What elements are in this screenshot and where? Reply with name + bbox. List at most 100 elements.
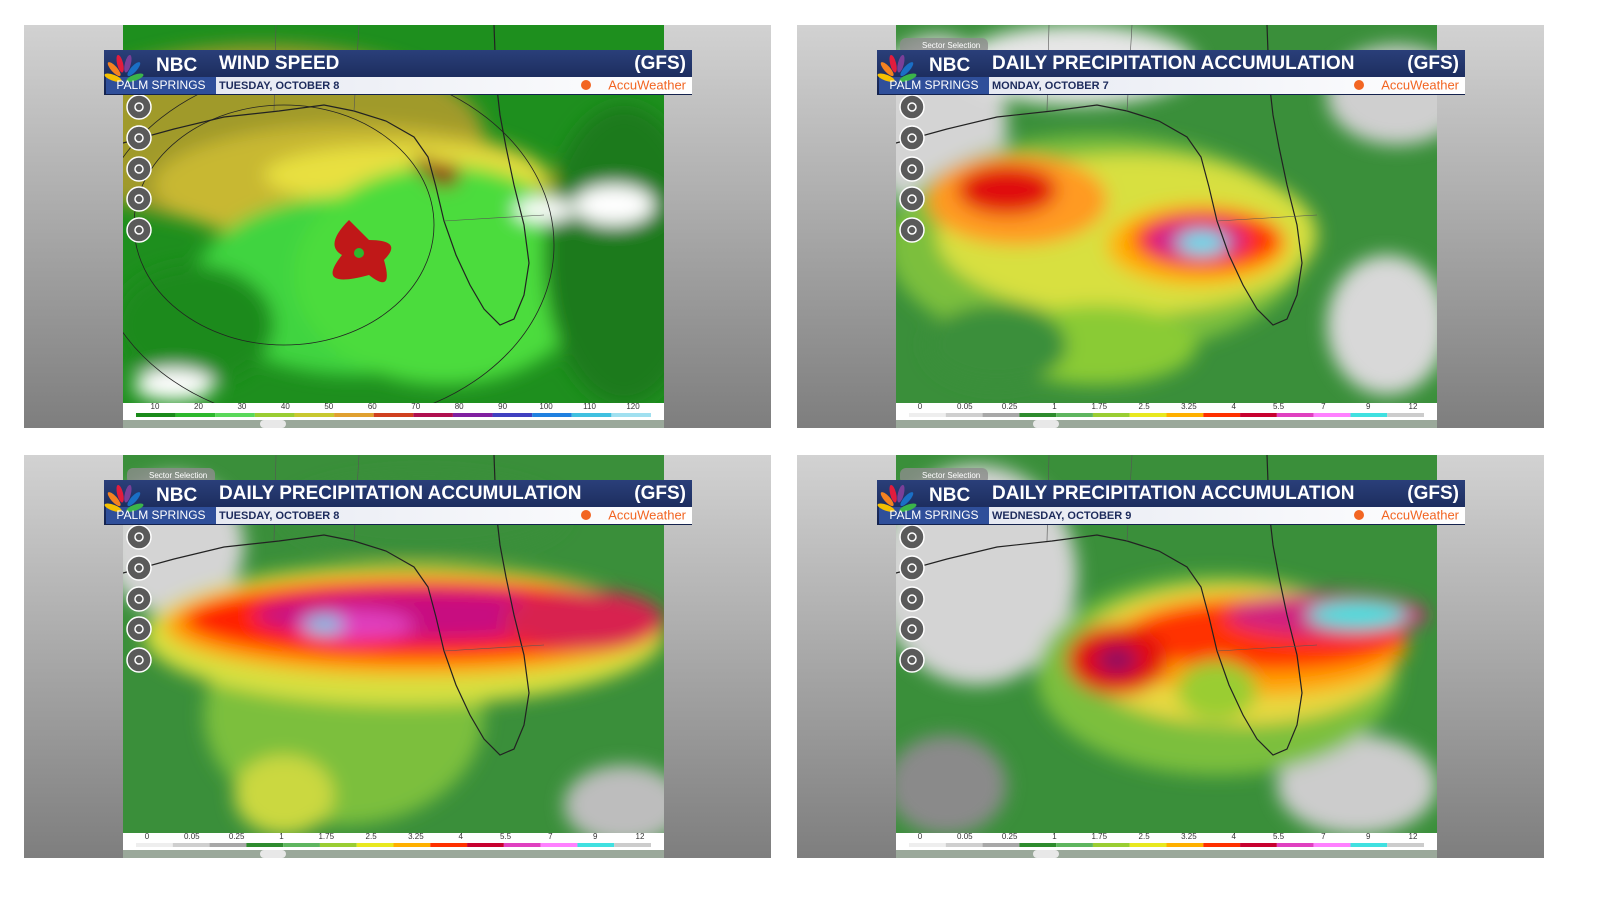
slider-handle[interactable] bbox=[1033, 850, 1059, 858]
colorbar-label: 2.5 bbox=[1139, 402, 1151, 411]
date-strip bbox=[989, 507, 1465, 524]
toolbar-button[interactable] bbox=[126, 217, 152, 243]
colorbar-label: 100 bbox=[539, 402, 553, 411]
toolbar-button[interactable] bbox=[899, 555, 925, 581]
toolbar-button[interactable] bbox=[126, 524, 152, 550]
toolbar-button[interactable] bbox=[126, 586, 152, 612]
brand-name: NBC bbox=[156, 485, 197, 506]
colorbar-label: 4 bbox=[459, 832, 464, 841]
toolbar-button[interactable] bbox=[126, 616, 152, 642]
colorbar-segment bbox=[356, 843, 394, 847]
coastline bbox=[896, 455, 1303, 756]
colorbar-segment bbox=[492, 413, 533, 417]
map-field bbox=[927, 305, 1067, 385]
colorbar-label: 30 bbox=[237, 402, 246, 411]
peacock-feather bbox=[899, 73, 917, 82]
toolbar-button[interactable] bbox=[126, 647, 152, 673]
colorbar-segment bbox=[467, 843, 504, 847]
toolbar-button[interactable] bbox=[899, 217, 925, 243]
toolbar-button[interactable] bbox=[126, 186, 152, 212]
colorbar-label: 0 bbox=[145, 832, 150, 841]
toolbar-button[interactable] bbox=[899, 186, 925, 212]
time-slider[interactable] bbox=[896, 850, 1437, 858]
peacock-feather bbox=[107, 492, 121, 507]
colorbar-segment bbox=[283, 843, 320, 847]
accuweather-sun bbox=[581, 510, 591, 520]
peacock-feather bbox=[126, 73, 144, 82]
colorbar-segment bbox=[1166, 413, 1204, 417]
colorbar-label: 4 bbox=[1232, 402, 1237, 411]
colorbar-label: 1.75 bbox=[318, 832, 334, 841]
colorbar-segment bbox=[452, 413, 493, 417]
colorbar-label: 5.5 bbox=[500, 832, 512, 841]
colorbar-segment bbox=[413, 413, 453, 417]
colorbar-segment bbox=[254, 413, 295, 417]
slider-handle[interactable] bbox=[260, 850, 286, 858]
map-field bbox=[1277, 735, 1437, 833]
toolbar-icon bbox=[134, 624, 144, 634]
colorbar-label: 20 bbox=[194, 402, 203, 411]
colorbar-segment bbox=[1056, 413, 1093, 417]
colorbar-segment bbox=[1387, 843, 1424, 847]
toolbar-button[interactable] bbox=[899, 524, 925, 550]
banner-title: DAILY PRECIPITATION ACCUMULATION bbox=[219, 483, 581, 504]
map-field bbox=[1177, 231, 1227, 255]
colorbar-label: 60 bbox=[368, 402, 377, 411]
time-slider[interactable] bbox=[896, 420, 1437, 428]
toolbar-icon bbox=[134, 594, 144, 604]
date-strip bbox=[216, 77, 692, 94]
banner-title: DAILY PRECIPITATION ACCUMULATION bbox=[992, 483, 1354, 504]
colorbar-label: 0.25 bbox=[229, 832, 245, 841]
colorbar-segment bbox=[945, 843, 983, 847]
station-strip bbox=[106, 507, 216, 524]
peacock-feather bbox=[900, 492, 914, 507]
peacock-feather bbox=[897, 54, 905, 73]
brand-name: NBC bbox=[929, 55, 970, 76]
toolbar-button[interactable] bbox=[126, 94, 152, 120]
colorbar-segment bbox=[982, 413, 1020, 417]
sector-selection-label: Sector Selection bbox=[922, 471, 980, 480]
colorbar-label: 1.75 bbox=[1091, 402, 1107, 411]
sector-selection-label: Sector Selection bbox=[922, 41, 980, 50]
peacock-feather bbox=[116, 54, 124, 73]
station-name: PALM SPRINGS bbox=[889, 508, 978, 522]
toolbar-icon bbox=[134, 225, 144, 235]
map-field bbox=[1097, 646, 1137, 674]
colorbar-label: 1 bbox=[1052, 402, 1057, 411]
colorbar-label: 12 bbox=[1409, 402, 1418, 411]
toolbar-icon bbox=[907, 164, 917, 174]
map-field bbox=[1177, 660, 1257, 720]
map-field bbox=[134, 369, 214, 401]
weather-panel: NBC PALM SPRINGS WIND SPEED (GFS) TUESDAY, O… bbox=[24, 25, 771, 428]
toolbar-button[interactable] bbox=[899, 94, 925, 120]
toolbar-icon bbox=[134, 655, 144, 665]
toolbar-button[interactable] bbox=[899, 647, 925, 673]
peacock-feather bbox=[900, 62, 914, 77]
toolbar-button[interactable] bbox=[899, 586, 925, 612]
colorbar-label: 0.25 bbox=[1002, 832, 1018, 841]
toolbar-button[interactable] bbox=[126, 125, 152, 151]
colorbar-segment bbox=[945, 413, 983, 417]
colorbar-segment bbox=[172, 843, 210, 847]
toolbar-button[interactable] bbox=[899, 616, 925, 642]
toolbar-button[interactable] bbox=[899, 125, 925, 151]
peacock-feather bbox=[116, 484, 124, 503]
colorbar-segment bbox=[209, 843, 247, 847]
toolbar-button[interactable] bbox=[899, 156, 925, 182]
colorbar-segment bbox=[909, 413, 946, 417]
time-slider[interactable] bbox=[123, 420, 664, 428]
toolbar-button[interactable] bbox=[126, 156, 152, 182]
colorbar-label: 1.75 bbox=[1091, 832, 1107, 841]
slider-handle[interactable] bbox=[260, 420, 286, 428]
accuweather-sun bbox=[1354, 80, 1364, 90]
toolbar-icon bbox=[907, 563, 917, 573]
toolbar-button[interactable] bbox=[126, 555, 152, 581]
map-field bbox=[504, 590, 664, 650]
colorbar-label: 2.5 bbox=[366, 832, 378, 841]
slider-handle[interactable] bbox=[1033, 420, 1059, 428]
colorbar-segment bbox=[540, 843, 578, 847]
peacock-feather bbox=[127, 492, 141, 507]
time-slider[interactable] bbox=[123, 850, 664, 858]
peacock-feather bbox=[889, 484, 897, 503]
accuweather-logo: AccuWeather bbox=[608, 77, 686, 92]
